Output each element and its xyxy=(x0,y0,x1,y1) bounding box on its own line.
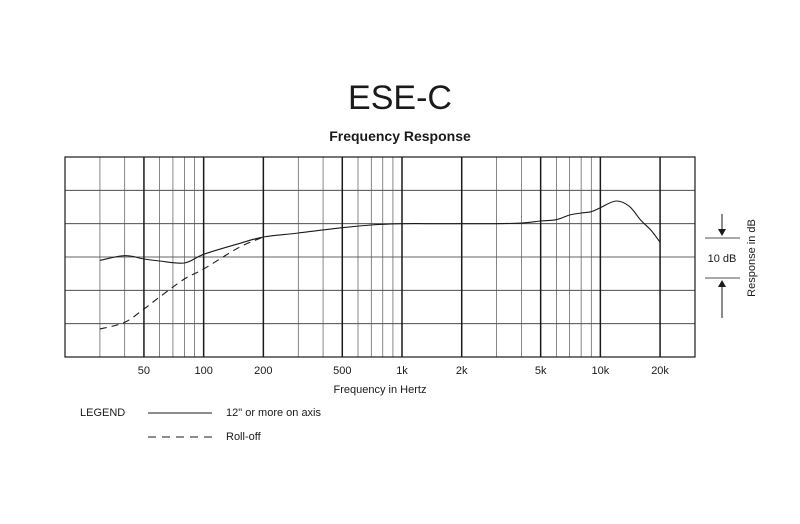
legend-label-dashed: Roll-off xyxy=(226,431,262,443)
y-axis-label: Response in dB xyxy=(746,219,758,297)
legend-label-solid: 12" or more on axis xyxy=(226,407,322,419)
x-tick-label: 50 xyxy=(138,365,150,377)
x-tick-label: 500 xyxy=(333,365,351,377)
scale-marker-label: 10 dB xyxy=(708,253,737,265)
x-tick-label: 2k xyxy=(456,365,468,377)
series-line-on-axis xyxy=(99,200,661,264)
chart-title: Frequency Response xyxy=(329,128,471,144)
legend-title: LEGEND xyxy=(80,407,125,419)
x-tick-label: 100 xyxy=(194,365,212,377)
x-tick-label: 10k xyxy=(591,365,609,377)
chart-grid xyxy=(65,157,695,357)
legend: LEGEND 12" or more on axis Roll-off xyxy=(80,407,322,443)
x-tick-labels: 50 100 200 500 1k 2k 5k 10k 20k xyxy=(138,365,670,377)
model-title: ESE-C xyxy=(348,79,452,117)
series-line-roll-off xyxy=(99,236,264,330)
plot-frame xyxy=(64,156,696,358)
scale-marker: 10 dB xyxy=(705,214,740,318)
x-tick-label: 20k xyxy=(651,365,669,377)
series-layer xyxy=(99,200,661,330)
x-tick-label: 5k xyxy=(535,365,547,377)
x-tick-label: 1k xyxy=(396,365,408,377)
arrow-down-icon xyxy=(718,229,726,236)
x-axis-label: Frequency in Hertz xyxy=(334,384,427,396)
x-tick-label: 200 xyxy=(254,365,272,377)
